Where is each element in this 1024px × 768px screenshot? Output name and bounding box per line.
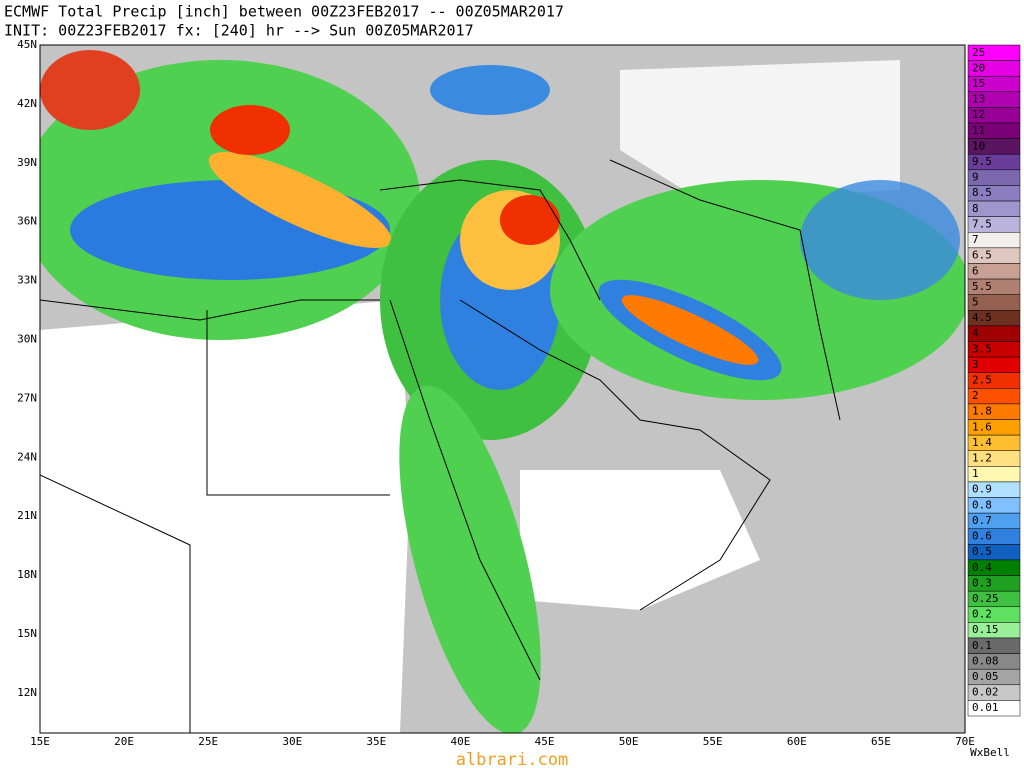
lon-label: 65E (871, 735, 891, 748)
lon-label: 30E (282, 735, 302, 748)
colorbar-label: 2.5 (972, 374, 992, 387)
lon-label: 45E (535, 735, 555, 748)
colorbar-label: 2 (972, 389, 979, 402)
lat-label: 18N (17, 568, 37, 581)
colorbar-label: 0.01 (972, 701, 999, 714)
subtitle: INIT: 00Z23FEB2017 fx: [240] hr --> Sun … (4, 22, 474, 40)
colorbar-label: 6 (972, 264, 979, 277)
colorbar-label: 5.5 (972, 280, 992, 293)
lat-label: 42N (17, 97, 37, 110)
lon-label: 55E (703, 735, 723, 748)
colorbar-label: 10 (972, 139, 985, 152)
colorbar-label: 0.6 (972, 530, 992, 543)
colorbar-label: 11 (972, 124, 985, 137)
colorbar-label: 0.15 (972, 623, 999, 636)
colorbar-label: 20 (972, 61, 985, 74)
colorbar-label: 0.25 (972, 592, 999, 605)
lon-label: 15E (30, 735, 50, 748)
colorbar-label: 13 (972, 93, 985, 106)
lon-label: 60E (787, 735, 807, 748)
colorbar-label: 1.4 (972, 436, 992, 449)
title: ECMWF Total Precip [inch] between 00Z23F… (4, 3, 564, 21)
map-frame (39, 44, 966, 734)
lon-label: 35E (366, 735, 386, 748)
lat-label: 45N (17, 38, 37, 51)
precip-field (40, 45, 965, 733)
colorbar-label: 0.05 (972, 670, 999, 683)
colorbar-swatch (967, 700, 1021, 717)
lat-label: 33N (17, 274, 37, 287)
lat-label: 36N (17, 215, 37, 228)
lon-label: 40E (451, 735, 471, 748)
lat-label: 30N (17, 333, 37, 346)
colorbar-label: 0.9 (972, 483, 992, 496)
lat-label: 24N (17, 450, 37, 463)
colorbar-label: 1.6 (972, 420, 992, 433)
colorbar-label: 4.5 (972, 311, 992, 324)
colorbar-label: 9 (972, 171, 979, 184)
colorbar-label: 0.2 (972, 608, 992, 621)
colorbar-label: 3.5 (972, 342, 992, 355)
lon-label: 50E (619, 735, 639, 748)
colorbar-label: 5 (972, 295, 979, 308)
colorbar-label: 7.5 (972, 217, 992, 230)
watermark: albrari.com (456, 750, 569, 768)
colorbar-label: 15 (972, 77, 985, 90)
colorbar-label: 7 (972, 233, 979, 246)
lat-label: 27N (17, 391, 37, 404)
credit: WxBell (970, 746, 1010, 759)
colorbar-label: 0.08 (972, 654, 999, 667)
lat-label: 12N (17, 686, 37, 699)
colorbar-label: 0.5 (972, 545, 992, 558)
colorbar-label: 0.8 (972, 498, 992, 511)
colorbar-label: 0.1 (972, 639, 992, 652)
colorbar-label: 8.5 (972, 186, 992, 199)
colorbar-label: 0.7 (972, 514, 992, 527)
colorbar-label: 25 (972, 46, 985, 59)
colorbar-label: 0.3 (972, 576, 992, 589)
lon-label: 20E (114, 735, 134, 748)
lon-label: 25E (198, 735, 218, 748)
lat-label: 21N (17, 509, 37, 522)
colorbar-label: 4 (972, 327, 979, 340)
colorbar-label: 8 (972, 202, 979, 215)
lon-label: 70E (955, 735, 975, 748)
colorbar-label: 0.02 (972, 686, 999, 699)
colorbar-label: 1.2 (972, 452, 992, 465)
colorbar-label: 0.4 (972, 561, 992, 574)
colorbar-label: 1.8 (972, 405, 992, 418)
lat-label: 39N (17, 156, 37, 169)
colorbar-label: 9.5 (972, 155, 992, 168)
colorbar-label: 3 (972, 358, 979, 371)
colorbar-label: 6.5 (972, 249, 992, 262)
colorbar-label: 1 (972, 467, 979, 480)
lat-label: 15N (17, 627, 37, 640)
colorbar-label: 12 (972, 108, 985, 121)
